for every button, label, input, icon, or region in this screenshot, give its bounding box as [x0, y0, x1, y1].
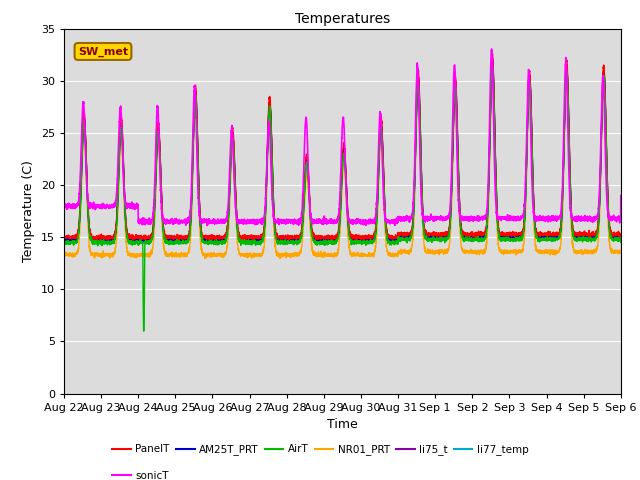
Text: SW_met: SW_met: [78, 47, 128, 57]
Title: Temperatures: Temperatures: [295, 12, 390, 26]
X-axis label: Time: Time: [327, 418, 358, 431]
Legend: sonicT: sonicT: [108, 467, 173, 480]
Y-axis label: Temperature (C): Temperature (C): [22, 160, 35, 262]
